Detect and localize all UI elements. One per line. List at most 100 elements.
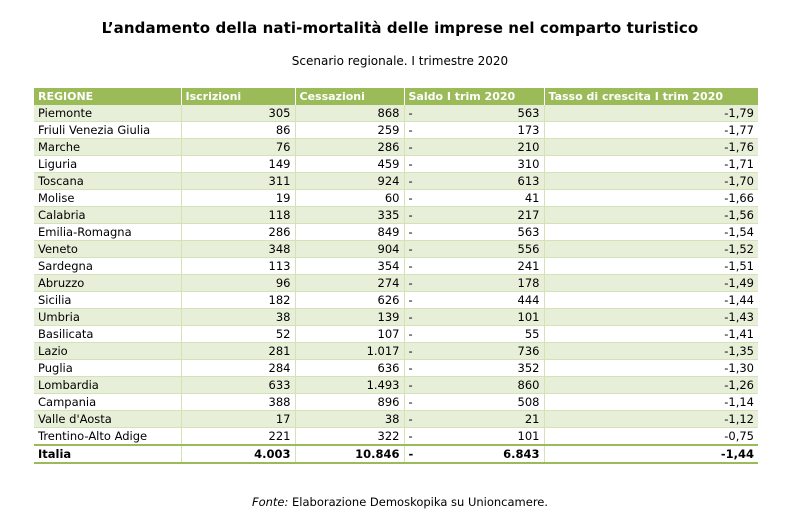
cell-tasso: -1,44 — [544, 444, 758, 464]
cell-iscrizioni: 388 — [181, 393, 296, 411]
saldo-value: 6.843 — [503, 447, 540, 461]
cell-regione: Toscana — [34, 172, 182, 190]
saldo-value: 41 — [524, 191, 540, 205]
table-row: Basilicata 52 107- 55 -1,41 — [34, 325, 758, 343]
table-total-row: Italia 4.003 10.846- 6.843 -1,44 — [34, 444, 758, 464]
source-label: Fonte: — [251, 495, 289, 509]
cell-regione: Italia — [34, 444, 182, 464]
cell-cessazioni: 286 — [295, 138, 405, 156]
table-row: Toscana 311 924- 613 -1,70 — [34, 172, 758, 190]
cell-tasso: -1,70 — [544, 172, 758, 190]
cell-cessazioni: 1.493 — [295, 376, 405, 394]
table-row: Puglia 284 636- 352 -1,30 — [34, 359, 758, 377]
cell-saldo: - 101 — [404, 427, 545, 446]
cell-regione: Piemonte — [34, 105, 182, 122]
saldo-value: 241 — [517, 259, 540, 273]
cell-tasso: -1,44 — [544, 291, 758, 309]
cell-iscrizioni: 281 — [181, 342, 296, 360]
saldo-sign: - — [408, 361, 413, 375]
cell-saldo: - 173 — [404, 121, 545, 139]
cell-tasso: -1,49 — [544, 274, 758, 292]
cell-cessazioni: 868 — [295, 105, 405, 122]
saldo-value: 613 — [517, 174, 540, 188]
cell-iscrizioni: 96 — [181, 274, 296, 292]
table-row: Valle d'Aosta 17 38- 21 -1,12 — [34, 410, 758, 428]
saldo-sign: - — [408, 276, 413, 290]
cell-saldo: - 210 — [404, 138, 545, 156]
cell-saldo: - 613 — [404, 172, 545, 190]
table-row: Friuli Venezia Giulia 86 259- 173 -1,77 — [34, 121, 758, 139]
cell-iscrizioni: 221 — [181, 427, 296, 446]
table-row: Lombardia 633 1.493- 860 -1,26 — [34, 376, 758, 394]
cell-saldo: - 217 — [404, 206, 545, 224]
header-cessazioni: Cessazioni — [295, 88, 405, 105]
table-row: Liguria 149 459- 310 -1,71 — [34, 155, 758, 173]
cell-cessazioni: 354 — [295, 257, 405, 275]
cell-iscrizioni: 348 — [181, 240, 296, 258]
saldo-value: 55 — [524, 327, 540, 341]
table-row: Abruzzo 96 274- 178 -1,49 — [34, 274, 758, 292]
cell-saldo: - 352 — [404, 359, 545, 377]
cell-iscrizioni: 305 — [181, 105, 296, 122]
cell-iscrizioni: 118 — [181, 206, 296, 224]
cell-regione: Liguria — [34, 155, 182, 173]
cell-saldo: - 178 — [404, 274, 545, 292]
table-row: Emilia-Romagna 286 849- 563 -1,54 — [34, 223, 758, 241]
cell-regione: Molise — [34, 189, 182, 207]
saldo-value: 444 — [517, 293, 540, 307]
cell-regione: Lombardia — [34, 376, 182, 394]
saldo-sign: - — [408, 310, 413, 324]
cell-regione: Puglia — [34, 359, 182, 377]
cell-saldo: - 6.843 — [404, 444, 545, 464]
saldo-value: 217 — [517, 208, 540, 222]
cell-regione: Trentino-Alto Adige — [34, 427, 182, 446]
saldo-value: 352 — [517, 361, 540, 375]
table-header-row: REGIONE Iscrizioni Cessazioni Saldo I tr… — [34, 88, 758, 105]
saldo-value: 173 — [517, 123, 540, 137]
cell-iscrizioni: 633 — [181, 376, 296, 394]
cell-saldo: - 563 — [404, 105, 545, 122]
source-text: Elaborazione Demoskopika su Unioncamere. — [288, 495, 549, 509]
cell-tasso: -1,51 — [544, 257, 758, 275]
saldo-sign: - — [408, 395, 413, 409]
cell-saldo: - 55 — [404, 325, 545, 343]
saldo-value: 563 — [517, 106, 540, 120]
cell-iscrizioni: 52 — [181, 325, 296, 343]
cell-cessazioni: 107 — [295, 325, 405, 343]
cell-regione: Calabria — [34, 206, 182, 224]
cell-cessazioni: 274 — [295, 274, 405, 292]
saldo-sign: - — [408, 174, 413, 188]
cell-tasso: -1,12 — [544, 410, 758, 428]
cell-iscrizioni: 4.003 — [181, 444, 296, 464]
saldo-value: 508 — [517, 395, 540, 409]
cell-regione: Friuli Venezia Giulia — [34, 121, 182, 139]
cell-cessazioni: 60 — [295, 189, 405, 207]
data-table: REGIONE Iscrizioni Cessazioni Saldo I tr… — [34, 88, 758, 464]
cell-regione: Veneto — [34, 240, 182, 258]
table-row: Sicilia 182 626- 444 -1,44 — [34, 291, 758, 309]
cell-cessazioni: 322 — [295, 427, 405, 446]
cell-regione: Valle d'Aosta — [34, 410, 182, 428]
cell-saldo: - 41 — [404, 189, 545, 207]
header-saldo: Saldo I trim 2020 — [404, 88, 545, 105]
cell-regione: Umbria — [34, 308, 182, 326]
cell-iscrizioni: 19 — [181, 189, 296, 207]
saldo-sign: - — [408, 208, 413, 222]
cell-cessazioni: 849 — [295, 223, 405, 241]
cell-saldo: - 508 — [404, 393, 545, 411]
table-row: Lazio 281 1.017- 736 -1,35 — [34, 342, 758, 360]
cell-iscrizioni: 17 — [181, 410, 296, 428]
saldo-sign: - — [408, 242, 413, 256]
saldo-sign: - — [408, 157, 413, 171]
cell-saldo: - 21 — [404, 410, 545, 428]
cell-tasso: -0,75 — [544, 427, 758, 446]
saldo-sign: - — [408, 344, 413, 358]
saldo-sign: - — [408, 293, 413, 307]
cell-cessazioni: 335 — [295, 206, 405, 224]
cell-tasso: -1,14 — [544, 393, 758, 411]
cell-cessazioni: 459 — [295, 155, 405, 173]
cell-saldo: - 860 — [404, 376, 545, 394]
saldo-value: 310 — [517, 157, 540, 171]
table-row: Marche 76 286- 210 -1,76 — [34, 138, 758, 156]
cell-cessazioni: 10.846 — [295, 444, 405, 464]
